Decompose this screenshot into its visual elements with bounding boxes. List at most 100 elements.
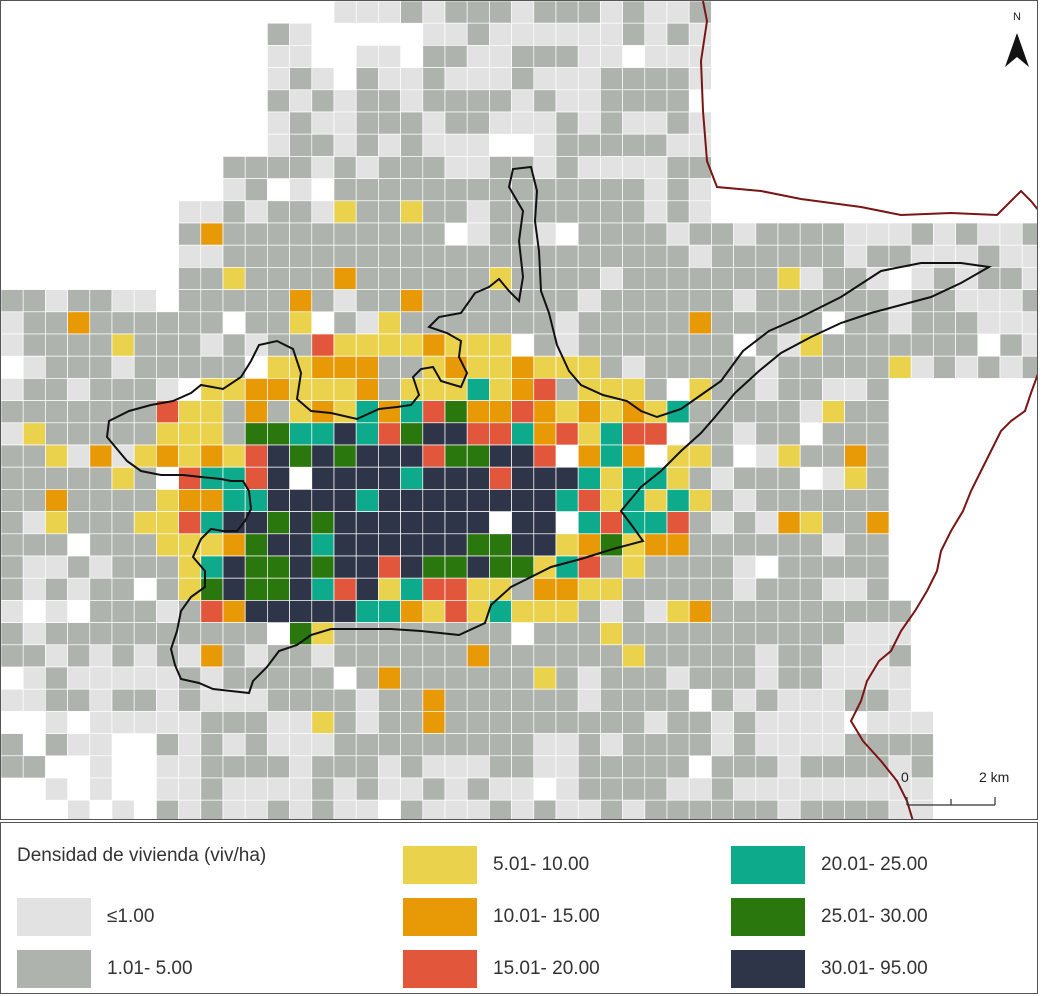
grid-cell [866, 555, 890, 579]
grid-cell [733, 777, 757, 801]
grid-cell [133, 688, 157, 712]
grid-cell [267, 666, 290, 690]
grid-cell [666, 200, 690, 224]
grid-cell [222, 600, 246, 623]
grid-cell [422, 755, 446, 779]
grid-cell [755, 267, 779, 290]
grid-cell [622, 489, 646, 512]
grid-cell [466, 111, 490, 135]
grid-cell [644, 711, 668, 734]
grid-cell [511, 666, 535, 690]
grid-cell [533, 200, 557, 224]
grid-cell [444, 577, 468, 601]
grid-cell [977, 244, 1001, 268]
grid-cell [444, 533, 468, 557]
grid-cell [622, 311, 646, 335]
grid-cell [622, 111, 646, 135]
grid-cell [111, 555, 135, 579]
grid-cell [555, 466, 579, 490]
grid-cell [289, 489, 313, 512]
grid-cell [533, 355, 557, 379]
legend-title: Densidad de vivienda (viv/ha) [17, 845, 267, 866]
grid-cell [267, 355, 290, 379]
grid-cell [533, 111, 557, 135]
grid-cell [311, 799, 335, 819]
grid-cell [89, 489, 113, 512]
grid-cell [178, 267, 202, 290]
grid-cell [333, 289, 357, 313]
grid-cell [111, 644, 135, 668]
grid-cell [400, 67, 424, 91]
grid-cell [555, 489, 579, 512]
grid-cell [666, 267, 690, 290]
grid-cell [777, 622, 801, 646]
grid-cell [822, 400, 845, 424]
grid-cell [67, 355, 91, 379]
grid-cell [600, 1, 623, 24]
grid-cell [844, 422, 868, 446]
grid-cell [311, 644, 335, 668]
grid-cell [333, 133, 357, 157]
grid-cell [1, 422, 24, 446]
grid-cell [600, 200, 623, 224]
grid-cell [755, 333, 779, 357]
grid-cell [466, 799, 490, 819]
grid-cell [378, 444, 401, 468]
grid-cell [844, 622, 868, 646]
grid-cell [22, 355, 46, 379]
grid-cell [489, 378, 512, 401]
density-grid-map[interactable] [1, 1, 1038, 820]
grid-cell [378, 89, 401, 113]
grid-cell [711, 688, 734, 712]
grid-cell [466, 378, 490, 401]
grid-cell [755, 289, 779, 313]
grid-cell [67, 378, 91, 401]
grid-cell [133, 378, 157, 401]
grid-cell [1, 511, 24, 535]
grid-cell [311, 378, 335, 401]
grid-cell [466, 133, 490, 157]
grid-cell [311, 200, 335, 224]
grid-cell [977, 355, 1001, 379]
grid-cell [111, 711, 135, 734]
grid-cell [555, 644, 579, 668]
grid-cell [444, 89, 468, 113]
grid-cell [622, 267, 646, 290]
grid-cell [289, 733, 313, 757]
grid-cell [666, 289, 690, 313]
grid-cell [45, 577, 68, 601]
grid-cell [355, 489, 379, 512]
grid-cell [466, 244, 490, 268]
grid-cell [777, 289, 801, 313]
grid-cell [533, 267, 557, 290]
grid-cell [89, 333, 113, 357]
grid-cell [866, 733, 890, 757]
grid-cell [577, 711, 601, 734]
grid-cell [622, 600, 646, 623]
grid-cell [489, 156, 512, 179]
grid-cell [133, 355, 157, 379]
grid-cell [999, 244, 1023, 268]
grid-cell [688, 577, 712, 601]
grid-cell [688, 333, 712, 357]
grid-cell [755, 466, 779, 490]
grid-cell [622, 67, 646, 91]
grid-cell [489, 444, 512, 468]
grid-cell [555, 67, 579, 91]
grid-cell [755, 311, 779, 335]
grid-cell [1, 333, 24, 357]
grid-cell [822, 422, 845, 446]
grid-cell [733, 622, 757, 646]
grid-cell [533, 466, 557, 490]
grid-cell [178, 711, 202, 734]
grid-cell [799, 489, 823, 512]
grid-cell [222, 755, 246, 779]
grid-cell [178, 333, 202, 357]
grid-cell [866, 355, 890, 379]
grid-cell [222, 289, 246, 313]
map-frame[interactable]: N 0 2 km [0, 0, 1038, 820]
grid-cell [489, 111, 512, 135]
grid-cell [600, 777, 623, 801]
grid-cell [244, 311, 268, 335]
grid-cell [333, 378, 357, 401]
